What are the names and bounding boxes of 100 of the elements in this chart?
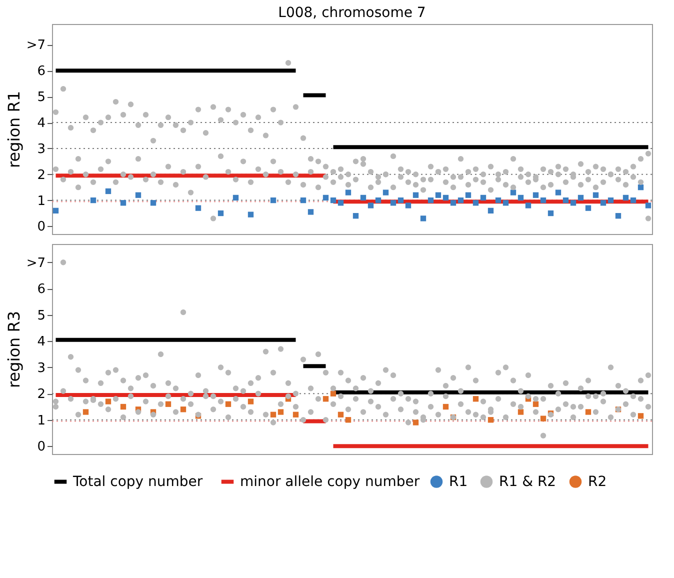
point <box>232 194 239 201</box>
point <box>338 412 344 418</box>
point <box>300 197 306 204</box>
y-tick-label: 1 <box>37 413 46 428</box>
legend-label: R1 <box>449 474 468 490</box>
chart-title: L008, chromosome 7 <box>278 5 426 21</box>
point <box>120 404 126 410</box>
point <box>495 197 502 204</box>
y-tick-label: >7 <box>26 256 46 271</box>
y-tick-label: 0 <box>37 220 46 235</box>
point <box>638 184 644 190</box>
point <box>180 406 186 412</box>
point <box>532 401 539 407</box>
point <box>570 200 576 206</box>
point <box>405 202 412 208</box>
point <box>472 396 479 402</box>
point <box>585 409 592 415</box>
point <box>225 401 232 407</box>
point <box>52 208 59 214</box>
point <box>218 210 224 216</box>
y-tick-label: 5 <box>37 308 46 324</box>
point <box>368 202 374 208</box>
y-tick-label: 1 <box>37 194 46 209</box>
point <box>578 194 584 201</box>
point <box>488 208 494 214</box>
point <box>510 190 516 196</box>
y-tick-label: >7 <box>26 38 46 54</box>
point <box>345 417 352 423</box>
point <box>375 197 382 204</box>
point <box>278 409 284 415</box>
point <box>465 192 472 198</box>
point <box>345 190 352 196</box>
legend-label: R1 & R2 <box>499 474 556 490</box>
point <box>472 200 479 206</box>
point <box>428 197 434 204</box>
y-tick-label: 2 <box>37 387 46 402</box>
point <box>435 192 442 198</box>
point <box>330 390 336 396</box>
point <box>540 197 546 204</box>
point <box>412 420 419 426</box>
y-tick-label: 3 <box>37 360 46 376</box>
point <box>150 200 156 206</box>
point <box>120 200 126 206</box>
point <box>308 209 314 215</box>
point <box>322 396 329 402</box>
point <box>502 200 509 206</box>
y-tick-label: 4 <box>37 116 46 132</box>
point <box>442 404 449 410</box>
point <box>270 197 276 204</box>
point <box>488 417 494 423</box>
point <box>532 192 539 198</box>
point <box>390 200 396 206</box>
point <box>322 194 329 201</box>
point <box>105 398 112 404</box>
point <box>458 197 464 204</box>
point <box>562 197 569 204</box>
point <box>82 409 89 415</box>
point <box>105 188 112 194</box>
point <box>442 194 449 201</box>
point <box>518 409 524 415</box>
point <box>292 412 299 418</box>
point <box>638 413 644 419</box>
y-axis-title: region R3 <box>4 311 24 388</box>
y-tick-label: 2 <box>37 168 46 183</box>
point <box>615 213 622 219</box>
point <box>450 200 456 206</box>
point <box>90 197 96 204</box>
point <box>360 194 366 201</box>
y-tick-label: 6 <box>37 64 46 80</box>
point <box>398 197 404 204</box>
point <box>338 200 344 206</box>
point <box>165 401 172 407</box>
y-tick-label: 5 <box>37 90 46 106</box>
point <box>248 398 254 404</box>
point <box>480 194 486 201</box>
point <box>592 192 599 198</box>
point <box>352 213 359 219</box>
y-tick-label: 6 <box>37 282 46 298</box>
point <box>525 202 532 208</box>
y-tick-label: 4 <box>37 334 46 350</box>
point <box>622 194 629 201</box>
point <box>608 197 614 204</box>
point <box>135 192 142 198</box>
point <box>420 216 426 222</box>
point <box>195 205 202 211</box>
y-axis-title: region R1 <box>4 91 24 168</box>
y-tick-label: 0 <box>37 440 46 455</box>
y-tick-label: 3 <box>37 142 46 157</box>
point <box>555 190 562 196</box>
point <box>548 210 554 216</box>
point <box>330 197 336 204</box>
point <box>382 190 389 196</box>
point <box>412 192 419 198</box>
legend-label: R2 <box>588 474 607 490</box>
point <box>600 200 606 206</box>
point <box>645 202 652 208</box>
legend-label: Total copy number <box>72 474 203 490</box>
point <box>270 412 276 418</box>
legend-label: minor allele copy number <box>240 474 420 490</box>
point <box>248 212 254 218</box>
